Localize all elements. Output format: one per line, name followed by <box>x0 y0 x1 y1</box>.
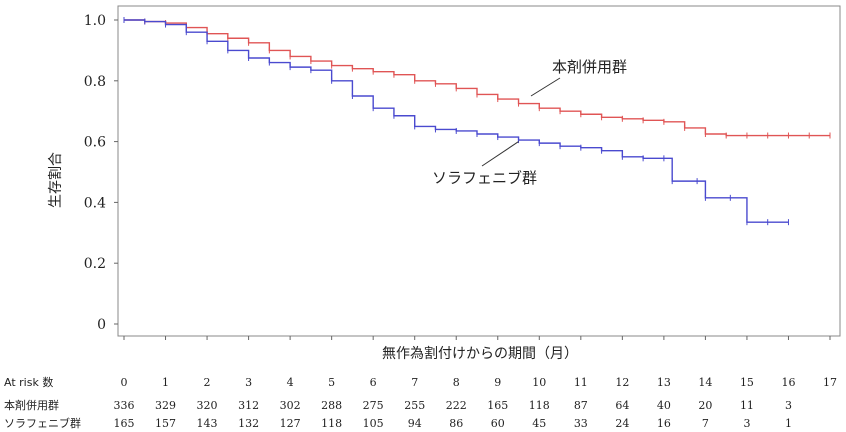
series-label-sorafenib: ソラフェニブ群 <box>432 169 537 187</box>
at-risk-value: 64 <box>615 399 629 412</box>
y-ticks: 0 0.2 0.4 0.6 0.8 1.0 <box>84 13 118 333</box>
x-tick-label: 4 <box>287 376 294 389</box>
series-label-combo: 本剤併用群 <box>552 58 627 76</box>
x-tick-label: 10 <box>532 376 546 389</box>
at-risk-value: 157 <box>155 417 176 430</box>
x-tick-label: 13 <box>657 376 671 389</box>
x-tick-label: 11 <box>574 376 588 389</box>
y-tick-label: 0 <box>97 317 106 333</box>
y-tick-label: 0.4 <box>84 195 106 211</box>
at-risk-value: 275 <box>363 399 384 412</box>
at-risk-value: 329 <box>155 399 176 412</box>
at-risk-value: 94 <box>408 417 422 430</box>
y-tick-label: 0.2 <box>84 256 106 272</box>
at-risk-value: 288 <box>321 399 342 412</box>
series-line-1 <box>124 19 789 223</box>
at-risk-value: 165 <box>487 399 508 412</box>
x-tick-label: 7 <box>411 376 418 389</box>
at-risk-value: 3 <box>785 399 792 412</box>
x-tick-label: 0 <box>121 376 128 389</box>
x-tick-label: 5 <box>328 376 335 389</box>
x-tick-label: 17 <box>823 376 837 389</box>
at-risk-value: 24 <box>615 417 629 430</box>
x-tick-label: 16 <box>781 376 795 389</box>
series-line-0 <box>124 19 830 137</box>
x-tick-label: 14 <box>698 376 712 389</box>
at-risk-value: 255 <box>404 399 425 412</box>
at-risk-value: 105 <box>363 417 384 430</box>
at-risk-row-label: ソラフェニブ群 <box>4 416 81 430</box>
at-risk-value: 118 <box>321 417 342 430</box>
y-tick-label: 0.6 <box>84 135 106 151</box>
at-risk-value: 302 <box>280 399 301 412</box>
at-risk-value: 87 <box>574 399 588 412</box>
at-risk-value: 132 <box>238 417 259 430</box>
x-tick-label: 15 <box>740 376 754 389</box>
annotation-leader <box>530 77 561 97</box>
at-risk-value: 20 <box>698 399 712 412</box>
at-risk-value: 33 <box>574 417 588 430</box>
series-layer <box>123 17 831 226</box>
at-risk-value: 86 <box>449 417 463 430</box>
at-risk-value: 1 <box>785 417 792 430</box>
at-risk-value: 45 <box>532 417 546 430</box>
x-ticks <box>123 336 831 340</box>
at-risk-value: 165 <box>114 417 135 430</box>
x-tick-label: 12 <box>615 376 629 389</box>
at-risk-value: 127 <box>280 417 301 430</box>
x-tick-label: 2 <box>204 376 211 389</box>
at-risk-value: 336 <box>114 399 135 412</box>
at-risk-value: 60 <box>491 417 505 430</box>
annotation-leader <box>481 141 519 167</box>
at-risk-value: 7 <box>702 417 709 430</box>
x-tick-label: 8 <box>453 376 460 389</box>
at-risk-value: 143 <box>197 417 218 430</box>
x-tick-label: 1 <box>162 376 169 389</box>
at-risk-header: At risk 数 <box>4 376 53 389</box>
x-axis-label: 無作為割付けからの期間（月） <box>382 345 578 362</box>
at-risk-value: 40 <box>657 399 671 412</box>
at-risk-value: 11 <box>740 399 754 412</box>
at-risk-row-label: 本剤併用群 <box>4 398 59 412</box>
plot-frame <box>117 5 841 337</box>
at-risk-value: 3 <box>743 417 750 430</box>
at-risk-value: 320 <box>197 399 218 412</box>
y-tick-label: 0.8 <box>84 74 106 90</box>
at-risk-value: 222 <box>446 399 467 412</box>
at-risk-value: 16 <box>657 417 671 430</box>
x-tick-label: 6 <box>370 376 377 389</box>
at-risk-table: At risk 数 0 1 2 3 4 5 6 7 8 9 10 11 12 13 14 15 16 17本剤併用群… <box>4 376 837 430</box>
x-tick-label: 3 <box>245 376 252 389</box>
y-axis-label: 生存割合 <box>47 152 64 208</box>
at-risk-value: 312 <box>238 399 259 412</box>
x-tick-label: 9 <box>494 376 501 389</box>
at-risk-value: 118 <box>529 399 550 412</box>
y-tick-label: 1.0 <box>84 13 106 29</box>
